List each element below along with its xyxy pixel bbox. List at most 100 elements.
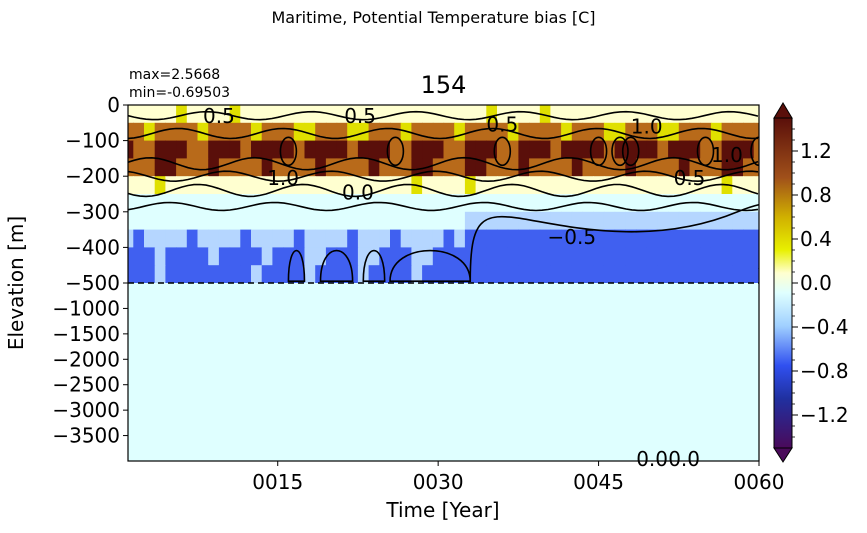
heatmap-cell xyxy=(229,211,241,231)
heatmap-cell xyxy=(678,247,691,266)
heatmap-cell xyxy=(261,105,273,124)
heatmap-cell xyxy=(432,211,445,231)
heatmap-cell xyxy=(657,105,669,124)
heatmap-cell xyxy=(614,359,626,386)
heatmap-cell xyxy=(529,140,541,159)
heatmap-cell xyxy=(357,158,370,177)
heatmap-cell xyxy=(539,105,552,124)
colorbar-extend-bottom xyxy=(773,447,793,463)
heatmap-cell xyxy=(636,308,648,335)
heatmap-cell xyxy=(475,283,487,309)
heatmap-cell xyxy=(614,158,626,177)
heatmap-cell xyxy=(283,176,295,195)
heatmap-cell xyxy=(593,247,605,266)
heatmap-cell xyxy=(165,247,177,266)
heatmap-cell xyxy=(251,308,263,335)
heatmap-cell xyxy=(710,359,723,386)
heatmap-cell xyxy=(625,283,637,309)
heatmap-cell xyxy=(443,140,455,159)
contour-core xyxy=(696,136,715,167)
contour-line xyxy=(128,201,759,212)
heatmap-cell xyxy=(486,410,498,437)
heatmap-cell xyxy=(582,247,594,266)
heatmap-cell xyxy=(443,247,455,266)
heatmap-cell xyxy=(507,384,519,411)
heatmap-cell xyxy=(133,194,145,213)
heatmap-cell xyxy=(700,247,712,266)
heatmap-cell xyxy=(379,247,391,266)
heatmap-cell xyxy=(293,211,306,231)
heatmap-cell xyxy=(454,194,466,213)
heatmap-cell xyxy=(144,359,156,386)
heatmap-cell xyxy=(422,140,434,159)
heatmap-cell xyxy=(464,158,477,177)
heatmap-cell xyxy=(315,410,327,437)
heatmap-cell xyxy=(593,158,605,177)
heatmap-cell xyxy=(464,229,477,248)
heatmap-cell xyxy=(379,140,391,159)
heatmap-cell xyxy=(593,229,605,248)
heatmap-cell xyxy=(464,308,477,335)
heatmap-cell xyxy=(240,265,252,284)
heatmap-cell xyxy=(186,308,199,335)
heatmap-cell xyxy=(315,211,327,231)
heatmap-cell xyxy=(133,333,145,360)
heatmap-cell xyxy=(272,384,284,411)
contour-line xyxy=(469,204,759,282)
heatmap-cell xyxy=(603,384,616,411)
heatmap-cell xyxy=(357,308,370,335)
heatmap-cell xyxy=(133,359,145,386)
heatmap-cell xyxy=(550,384,562,411)
heatmap-cell xyxy=(743,247,755,266)
heatmap-cell xyxy=(154,265,166,284)
heatmap-cell xyxy=(475,247,487,266)
heatmap-cell xyxy=(400,140,412,159)
heatmap-cell xyxy=(603,359,616,386)
heatmap-cell xyxy=(400,333,412,360)
heatmap-cell xyxy=(561,333,573,360)
heatmap-cell xyxy=(593,122,605,142)
heatmap-cell xyxy=(197,384,209,411)
heatmap-cell xyxy=(357,194,370,213)
heatmap-cell xyxy=(315,384,327,411)
heatmap-cell xyxy=(753,176,759,195)
heatmap-cell xyxy=(443,194,455,213)
heatmap-cell xyxy=(464,384,477,411)
heatmap-cell xyxy=(208,194,220,213)
heatmap-cell xyxy=(208,283,220,309)
contour-core xyxy=(386,136,405,167)
heatmap-cell xyxy=(368,229,380,248)
heatmap-cell xyxy=(336,229,348,248)
heatmap-cell xyxy=(347,105,359,124)
heatmap-cell xyxy=(368,359,380,386)
heatmap-cell xyxy=(668,140,680,159)
heatmap-cell xyxy=(379,176,391,195)
heatmap-cell xyxy=(411,194,423,213)
heatmap-cell xyxy=(229,247,241,266)
x-tick-label: 0030 xyxy=(413,470,464,494)
heatmap-cell xyxy=(582,265,594,284)
heatmap-cell xyxy=(325,359,338,386)
heatmap-cell xyxy=(743,176,755,195)
heatmap-cell xyxy=(304,435,316,461)
heatmap-cell xyxy=(315,105,327,124)
heatmap-cell xyxy=(732,194,744,213)
heatmap-cell xyxy=(432,140,445,159)
heatmap-cell xyxy=(368,211,380,231)
heatmap-cell xyxy=(593,359,605,386)
heatmap-cell xyxy=(571,265,584,284)
heatmap-cell xyxy=(176,308,188,335)
heatmap-cell xyxy=(475,308,487,335)
heatmap-cell xyxy=(475,333,487,360)
contour-label: 0.0 xyxy=(342,180,374,204)
heatmap-cell xyxy=(390,333,402,360)
figure-suptitle: Maritime, Potential Temperature bias [C] xyxy=(271,8,596,27)
heatmap-cell xyxy=(678,229,691,248)
heatmap-cell xyxy=(133,158,145,177)
heatmap-cell xyxy=(603,194,616,213)
heatmap-cell xyxy=(186,333,199,360)
heatmap-cell xyxy=(165,410,177,437)
heatmap-cell xyxy=(218,333,231,360)
heatmap-cell xyxy=(400,384,412,411)
heatmap-cell xyxy=(582,308,594,335)
